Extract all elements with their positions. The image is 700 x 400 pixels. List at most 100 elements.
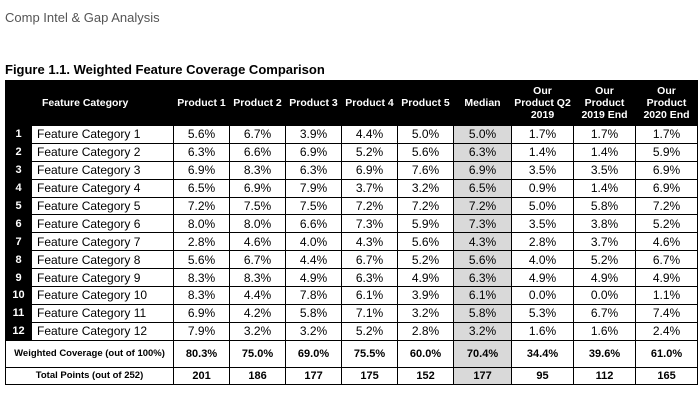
value-cell: 3.2%: [229, 321, 287, 341]
value-cell: 5.0%: [397, 125, 455, 144]
value-cell: 6.7%: [573, 303, 637, 323]
column-header: Our Product 2019 End: [573, 80, 637, 126]
category-cell: Feature Category 1: [30, 125, 175, 144]
value-cell: 7.5%: [229, 196, 287, 216]
column-header: Our Product Q2 2019: [511, 80, 575, 126]
figure-title: Figure 1.1. Weighted Feature Coverage Co…: [5, 62, 325, 77]
value-cell: 39.6%: [573, 339, 637, 368]
value-cell: 4.4%: [341, 125, 399, 144]
value-cell: 2.8%: [397, 321, 455, 341]
value-cell: 6.9%: [229, 178, 287, 198]
value-cell: 3.2%: [397, 178, 455, 198]
value-cell: 95: [511, 366, 575, 385]
row-number: 2: [5, 142, 32, 162]
value-cell: 3.5%: [573, 160, 637, 180]
median-cell: 7.3%: [453, 214, 513, 234]
table-row: 3 Feature Category 3 6.9% 8.3% 6.3% 6.9% 7.6% 6…: [5, 160, 699, 180]
value-cell: 3.2%: [397, 303, 455, 323]
value-cell: 201: [173, 366, 231, 385]
value-cell: 6.6%: [285, 214, 343, 234]
column-header: Product 2: [229, 80, 287, 126]
value-cell: 80.3%: [173, 339, 231, 368]
category-cell: Feature Category 9: [30, 268, 175, 288]
median-cell: 5.8%: [453, 303, 513, 323]
median-cell: 5.0%: [453, 125, 513, 144]
value-cell: 3.8%: [573, 214, 637, 234]
value-cell: 61.0%: [635, 339, 699, 368]
value-cell: 5.6%: [397, 142, 455, 162]
value-cell: 7.5%: [285, 196, 343, 216]
category-cell: Feature Category 8: [30, 250, 175, 270]
value-cell: 1.1%: [635, 286, 699, 305]
category-cell: Feature Category 12: [30, 321, 175, 341]
row-number: 8: [5, 250, 32, 270]
value-cell: 6.7%: [635, 250, 699, 270]
value-cell: 4.9%: [511, 268, 575, 288]
value-cell: 4.4%: [285, 250, 343, 270]
category-cell: Feature Category 3: [30, 160, 175, 180]
value-cell: 4.9%: [285, 268, 343, 288]
value-cell: 1.7%: [511, 125, 575, 144]
table-header-row: Feature Category Product 1 Product 2 Pro…: [4, 80, 699, 126]
median-cell: 70.4%: [453, 339, 513, 368]
median-cell: 5.6%: [453, 250, 513, 270]
category-cell: Feature Category 4: [30, 178, 175, 198]
value-cell: 0.9%: [511, 178, 575, 198]
row-number: 10: [5, 286, 32, 305]
value-cell: 7.1%: [341, 303, 399, 323]
value-cell: 2.8%: [511, 232, 575, 252]
table-row: 1 Feature Category 1 5.6% 6.7% 3.9% 4.4% 5.0% 5…: [5, 125, 699, 144]
median-cell: 6.9%: [453, 160, 513, 180]
value-cell: 34.4%: [511, 339, 575, 368]
value-cell: 5.0%: [511, 196, 575, 216]
table-row: 8 Feature Category 8 5.6% 6.7% 4.4% 6.7% 5.2% 5…: [5, 250, 699, 270]
value-cell: 7.2%: [635, 196, 699, 216]
value-cell: 7.2%: [397, 196, 455, 216]
value-cell: 1.7%: [635, 125, 699, 144]
value-cell: 177: [285, 366, 343, 385]
value-cell: 8.3%: [173, 268, 231, 288]
value-cell: 1.4%: [573, 178, 637, 198]
value-cell: 6.1%: [341, 286, 399, 305]
value-cell: 69.0%: [285, 339, 343, 368]
table-row: 4 Feature Category 4 6.5% 6.9% 7.9% 3.7% 3.2% 6…: [5, 178, 699, 198]
category-cell: Feature Category 6: [30, 214, 175, 234]
value-cell: 0.0%: [511, 286, 575, 305]
value-cell: 5.9%: [397, 214, 455, 234]
value-cell: 7.4%: [635, 303, 699, 323]
value-cell: 3.9%: [285, 125, 343, 144]
table-row: 5 Feature Category 5 7.2% 7.5% 7.5% 7.2% 7.2% 7…: [5, 196, 699, 216]
value-cell: 7.6%: [397, 160, 455, 180]
value-cell: 6.9%: [173, 160, 231, 180]
value-cell: 1.4%: [573, 142, 637, 162]
weighted-coverage-row: Weighted Coverage (out of 100%) 80.3% 75.0…: [4, 339, 699, 368]
value-cell: 6.6%: [229, 142, 287, 162]
median-cell: 4.3%: [453, 232, 513, 252]
value-cell: 5.8%: [285, 303, 343, 323]
value-cell: 6.3%: [341, 268, 399, 288]
column-header: Product 1: [173, 80, 231, 126]
column-header: Product 5: [397, 80, 455, 126]
value-cell: 3.2%: [285, 321, 343, 341]
value-cell: 6.7%: [229, 250, 287, 270]
value-cell: 6.3%: [285, 160, 343, 180]
value-cell: 7.2%: [341, 196, 399, 216]
value-cell: 8.3%: [173, 286, 231, 305]
median-cell: 6.5%: [453, 178, 513, 198]
value-cell: 4.9%: [573, 268, 637, 288]
table-row: 2 Feature Category 2 6.3% 6.6% 6.9% 5.2% 5.6% 6…: [5, 142, 699, 162]
value-cell: 6.9%: [285, 142, 343, 162]
value-cell: 4.3%: [341, 232, 399, 252]
value-cell: 5.2%: [341, 142, 399, 162]
document-header: Comp Intel & Gap Analysis: [5, 10, 160, 25]
value-cell: 4.9%: [635, 268, 699, 288]
value-cell: 3.7%: [573, 232, 637, 252]
category-cell: Feature Category 10: [30, 286, 175, 305]
row-number: 1: [5, 125, 32, 144]
row-number: 6: [5, 214, 32, 234]
value-cell: 152: [397, 366, 455, 385]
value-cell: 7.2%: [173, 196, 231, 216]
value-cell: 6.9%: [173, 303, 231, 323]
column-header: Product 3: [285, 80, 343, 126]
value-cell: 0.0%: [573, 286, 637, 305]
